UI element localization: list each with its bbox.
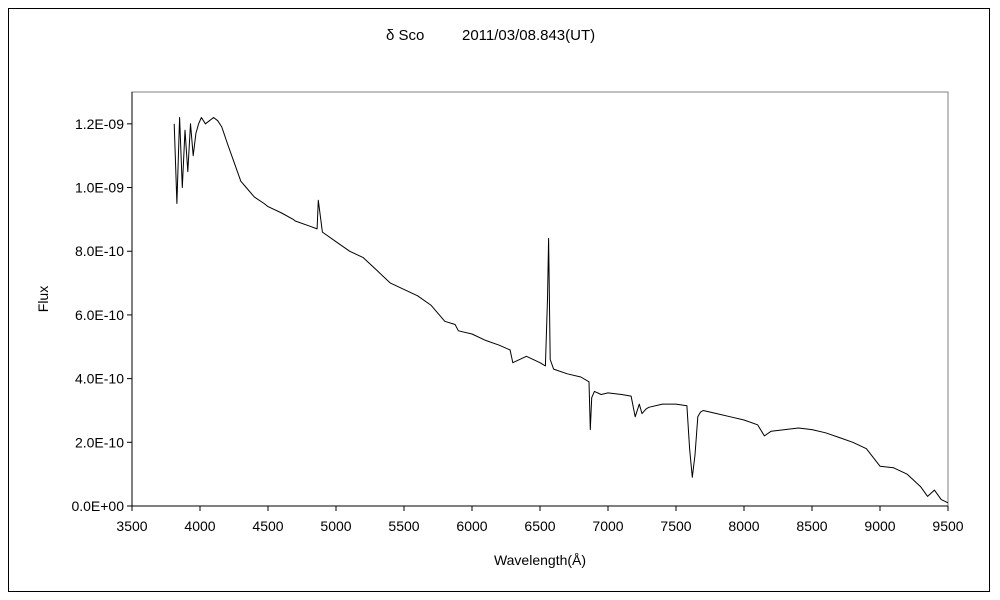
x-tick-label: 6500 — [524, 518, 555, 534]
y-tick-label: 6.0E-10 — [75, 307, 124, 323]
series-layer — [173, 117, 949, 504]
x-tick-label: 8500 — [796, 518, 827, 534]
x-tick-label: 8000 — [728, 518, 759, 534]
x-tick-label: 4000 — [184, 518, 215, 534]
x-tick-label: 9500 — [932, 518, 963, 534]
chart-title-date: 2011/03/08.843(UT) — [462, 27, 595, 44]
plot-area — [131, 91, 949, 507]
chart-title-object: δ Sco — [386, 27, 424, 44]
x-tick-label: 9000 — [864, 518, 895, 534]
x-tick-label: 3500 — [116, 518, 147, 534]
x-tick-label: 5500 — [388, 518, 419, 534]
y-axis-ticks: 0.0E+00 2.0E-10 4.0E-10 6.0E-10 8.0E-10 1.0E-… — [71, 116, 132, 514]
x-axis-ticks: 3500 4000 4500 5000 5500 6000 6500 7000 7500 8000… — [116, 506, 964, 534]
y-axis-title: Flux — [35, 286, 51, 312]
y-tick-label: 1.2E-09 — [75, 116, 124, 132]
y-tick-label: 8.0E-10 — [75, 243, 124, 259]
x-tick-label: 4500 — [252, 518, 283, 534]
spectrum-line — [173, 117, 949, 504]
x-tick-label: 7500 — [660, 518, 691, 534]
x-axis-title: Wavelength(Å) — [494, 552, 586, 568]
y-tick-label: 1.0E-09 — [75, 180, 124, 196]
x-tick-label: 6000 — [456, 518, 487, 534]
y-tick-label: 2.0E-10 — [75, 434, 124, 450]
y-tick-label: 0.0E+00 — [71, 498, 124, 514]
y-tick-label: 4.0E-10 — [75, 371, 124, 387]
x-tick-label: 7000 — [592, 518, 623, 534]
x-tick-label: 5000 — [320, 518, 351, 534]
